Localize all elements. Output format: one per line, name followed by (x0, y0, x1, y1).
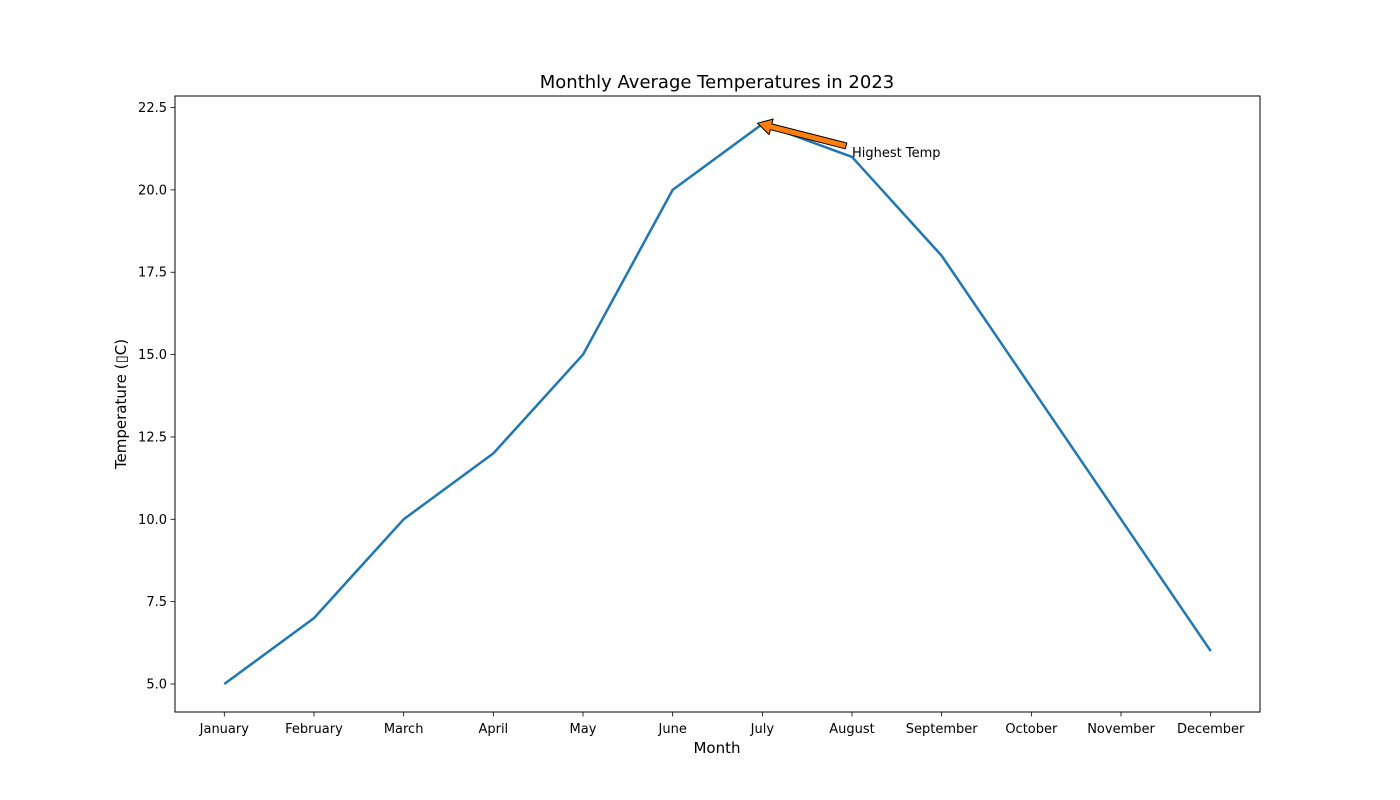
y-tick-label: 12.5 (138, 430, 167, 445)
y-tick-label: 17.5 (138, 266, 167, 281)
annotation-text: Highest Temp (852, 146, 941, 161)
y-axis-title: Temperature (▯C) (112, 339, 130, 470)
y-tick-label: 5.0 (146, 678, 167, 693)
annotation-highest-temp: Highest Temp (756, 118, 941, 161)
x-axis-title: Month (693, 739, 740, 757)
x-tick-label: March (384, 722, 424, 737)
x-tick-label: April (478, 722, 508, 737)
y-axis-ticks: 5.0 7.5 10.0 12.5 15.0 17.5 20.0 22.5 (138, 101, 175, 693)
x-tick-label: November (1087, 722, 1155, 737)
x-tick-label: May (570, 722, 597, 737)
x-tick-label: February (285, 722, 343, 737)
y-tick-label: 7.5 (146, 595, 167, 610)
chart-title: Monthly Average Temperatures in 2023 (540, 72, 895, 93)
y-tick-label: 20.0 (138, 183, 167, 198)
x-tick-label: October (1005, 722, 1058, 737)
x-tick-label: August (829, 722, 875, 737)
x-axis-ticks: January February March April May June July Augu… (199, 712, 1245, 737)
y-tick-label: 22.5 (138, 101, 167, 116)
annotation-arrow (756, 118, 848, 150)
y-tick-label: 15.0 (138, 348, 167, 363)
series-line (223, 122, 1212, 686)
x-tick-label: January (199, 722, 250, 737)
y-tick-label: 10.0 (138, 513, 167, 528)
plot-area-frame (174, 95, 1261, 713)
x-tick-label: September (906, 722, 979, 737)
x-tick-label: July (750, 722, 775, 737)
x-tick-label: December (1177, 722, 1245, 737)
x-tick-label: June (658, 722, 687, 737)
